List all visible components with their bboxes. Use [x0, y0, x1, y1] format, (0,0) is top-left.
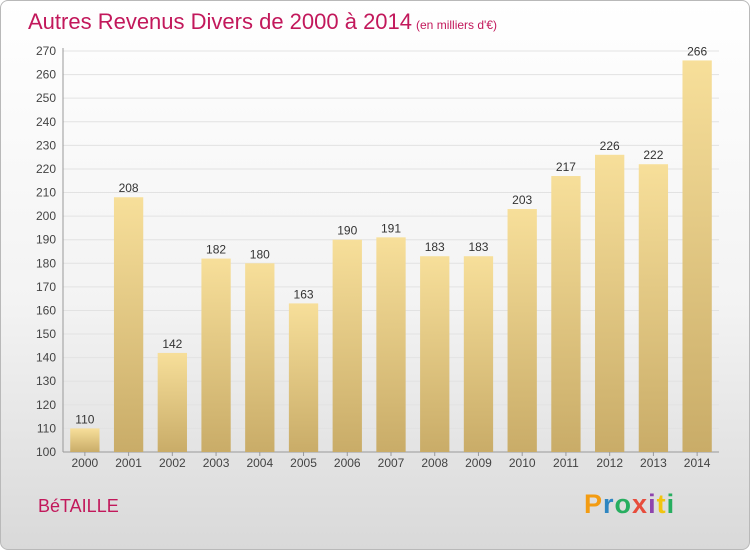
y-tick-label: 240 [36, 115, 56, 129]
logo-letter: i [666, 489, 676, 519]
logo-letter: P [584, 489, 604, 519]
data-label: 208 [119, 181, 139, 195]
x-tick-label: 2007 [378, 456, 405, 470]
y-tick-label: 140 [36, 351, 56, 365]
data-label: 226 [600, 139, 620, 153]
data-label: 182 [206, 243, 226, 257]
y-tick-label: 230 [36, 138, 56, 152]
data-label: 163 [294, 287, 314, 301]
y-tick-label: 110 [37, 421, 56, 435]
logo-letter: r [603, 489, 615, 519]
x-tick-label: 2004 [246, 456, 273, 470]
data-label: 180 [250, 247, 270, 261]
x-tick-label: 2003 [203, 456, 230, 470]
bar [682, 60, 712, 452]
y-tick-label: 170 [36, 280, 56, 294]
y-tick-label: 150 [36, 327, 56, 341]
data-label: 183 [425, 240, 445, 254]
y-tick-label: 250 [36, 91, 56, 105]
bar [113, 197, 144, 452]
data-label: 266 [687, 44, 707, 58]
x-tick-label: 2000 [72, 456, 99, 470]
data-label: 203 [512, 193, 532, 207]
y-tick-label: 160 [36, 303, 56, 317]
y-tick-label: 190 [36, 233, 56, 247]
logo-letter: t [656, 489, 667, 519]
bar [201, 258, 231, 452]
x-tick-label: 2005 [290, 456, 317, 470]
bar [157, 352, 187, 452]
y-tick-label: 130 [36, 374, 56, 388]
data-label: 190 [337, 224, 357, 238]
x-tick-label: 2006 [334, 456, 361, 470]
bar [332, 239, 362, 452]
bar [70, 428, 100, 452]
bar [463, 256, 494, 452]
data-label: 222 [643, 148, 663, 162]
y-tick-label: 120 [36, 398, 56, 412]
logo-letter: x [632, 489, 649, 519]
bar [551, 176, 581, 453]
proxiti-logo: Proxiti [584, 489, 675, 520]
logo-letter: i [648, 489, 657, 519]
bar [638, 164, 669, 453]
logo-letter: o [614, 489, 633, 519]
bar [376, 237, 406, 452]
x-tick-label: 2009 [465, 456, 492, 470]
data-label: 191 [381, 221, 401, 235]
y-tick-label: 220 [36, 162, 56, 176]
x-tick-label: 2012 [596, 456, 623, 470]
x-tick-label: 2008 [421, 456, 448, 470]
commune-name: BéTAILLE [38, 496, 119, 516]
y-tick-label: 100 [36, 445, 56, 459]
data-label: 142 [162, 337, 182, 351]
bar [245, 263, 275, 452]
x-tick-label: 2014 [684, 456, 711, 470]
bar [288, 303, 319, 452]
y-tick-label: 200 [36, 209, 56, 223]
x-tick-label: 2010 [509, 456, 536, 470]
title-unit: (en milliers d'€) [416, 18, 497, 32]
y-tick-label: 180 [36, 256, 56, 270]
data-label: 183 [468, 240, 488, 254]
y-tick-label: 210 [36, 186, 56, 200]
data-label: 110 [75, 412, 94, 426]
x-tick-label: 2001 [115, 456, 142, 470]
x-tick-label: 2011 [553, 456, 579, 470]
x-tick-label: 2002 [159, 456, 186, 470]
y-tick-label: 260 [36, 68, 56, 82]
bar [420, 256, 450, 452]
x-tick-label: 2013 [640, 456, 667, 470]
data-label: 217 [556, 160, 576, 174]
bar [507, 209, 537, 452]
chart-title: Autres Revenus Divers de 2000 à 2014 (en … [28, 9, 497, 35]
bar [595, 154, 625, 452]
title-text: Autres Revenus Divers de 2000 à 2014 [28, 9, 413, 34]
y-tick-label: 270 [36, 44, 56, 58]
